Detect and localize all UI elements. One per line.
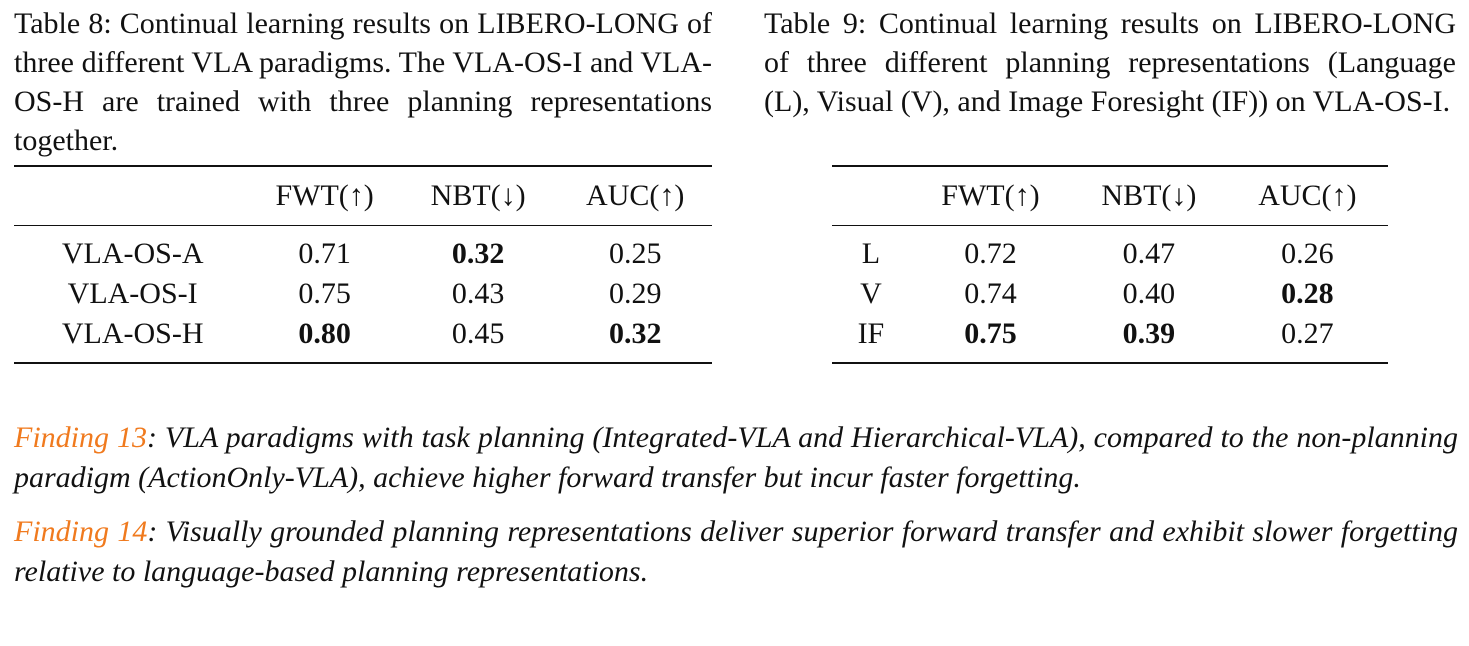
row-label: VLA-OS-I xyxy=(67,277,198,310)
cell-nbt: 0.47 xyxy=(1122,237,1176,270)
cell-nbt: 0.32 xyxy=(451,237,505,270)
cell-fwt: 0.74 xyxy=(964,277,1017,310)
cell-nbt: 0.45 xyxy=(397,314,559,364)
cell-nbt: 0.39 xyxy=(1071,314,1227,364)
cell-nbt: 0.40 xyxy=(1122,277,1176,310)
findings-section: Finding 13: VLA paradigms with task plan… xyxy=(14,418,1458,606)
table8: FWT(↑) NBT(↓) AUC(↑) VLA-OS-A 0.71 0.32 … xyxy=(14,165,712,364)
table-row: IF 0.75 0.39 0.27 xyxy=(832,314,1388,364)
finding-13: Finding 13: VLA paradigms with task plan… xyxy=(14,418,1458,498)
table9: FWT(↑) NBT(↓) AUC(↑) L 0.72 0.47 0.26 V … xyxy=(832,165,1388,364)
cell-auc: 0.27 xyxy=(1226,314,1388,364)
cell-auc: 0.28 xyxy=(1281,277,1334,310)
row-label: VLA-OS-H xyxy=(14,314,252,364)
column-header xyxy=(14,165,252,226)
finding-14: Finding 14: Visually grounded planning r… xyxy=(14,512,1458,592)
cell-auc: 0.25 xyxy=(608,237,662,270)
cell-auc: 0.32 xyxy=(558,314,712,364)
row-label: V xyxy=(860,277,882,310)
table-header-row: FWT(↑) NBT(↓) AUC(↑) xyxy=(14,165,712,226)
cell-fwt: 0.75 xyxy=(298,277,351,310)
cell-fwt: 0.71 xyxy=(298,237,351,270)
table-row: L 0.72 0.47 0.26 xyxy=(832,226,1388,275)
cell-fwt: 0.80 xyxy=(251,314,398,364)
table-header-row: FWT(↑) NBT(↓) AUC(↑) xyxy=(832,165,1388,226)
table-row: VLA-OS-H 0.80 0.45 0.32 xyxy=(14,314,712,364)
table8-block: Table 8: Continual learning results on L… xyxy=(14,4,712,364)
row-label: IF xyxy=(832,314,910,364)
table-row: VLA-OS-A 0.71 0.32 0.25 xyxy=(14,226,712,275)
cell-auc: 0.29 xyxy=(608,277,662,310)
cell-auc: 0.26 xyxy=(1281,237,1334,270)
column-header-nbt: NBT(↓) xyxy=(397,165,559,226)
column-header-nbt: NBT(↓) xyxy=(1071,165,1227,226)
table9-caption: Table 9: Continual learning results on L… xyxy=(764,7,1456,118)
table9-block: Table 9: Continual learning results on L… xyxy=(764,4,1456,364)
column-header-auc: AUC(↑) xyxy=(1226,165,1388,226)
table8-caption: Table 8: Continual learning results on L… xyxy=(14,7,712,157)
column-header-fwt: FWT(↑) xyxy=(251,165,398,226)
finding-13-text: : VLA paradigms with task planning (Inte… xyxy=(14,421,1459,494)
row-label: L xyxy=(861,237,881,270)
table-row: VLA-OS-I 0.75 0.43 0.29 xyxy=(14,274,712,314)
cell-fwt: 0.75 xyxy=(909,314,1072,364)
column-header-auc: AUC(↑) xyxy=(558,165,712,226)
table-row: V 0.74 0.40 0.28 xyxy=(832,274,1388,314)
finding-14-text: : Visually grounded planning representat… xyxy=(14,515,1458,588)
column-header xyxy=(832,165,910,226)
row-label: VLA-OS-A xyxy=(61,237,204,270)
finding-13-label: Finding 13 xyxy=(14,421,147,454)
column-header-fwt: FWT(↑) xyxy=(909,165,1072,226)
finding-14-label: Finding 14 xyxy=(14,515,148,548)
cell-nbt: 0.43 xyxy=(451,277,505,310)
cell-fwt: 0.72 xyxy=(964,237,1017,270)
